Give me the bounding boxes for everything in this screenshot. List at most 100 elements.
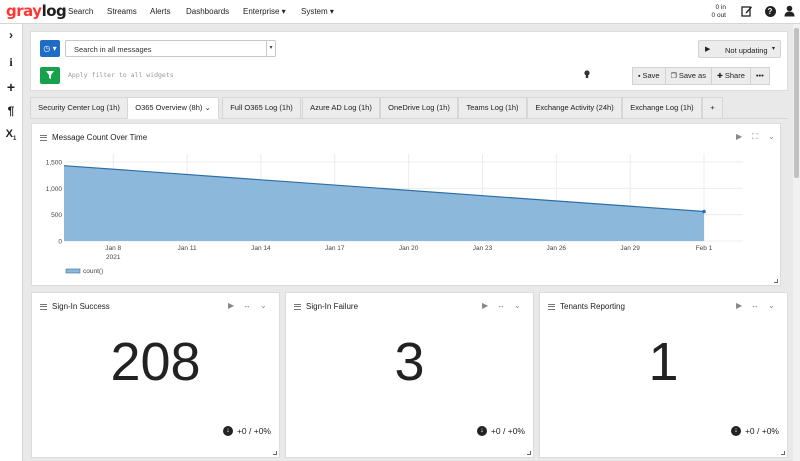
logo-text-gray: gray bbox=[6, 2, 42, 20]
expand-horizontal-icon[interactable]: ↔ bbox=[243, 301, 251, 310]
search-input-text: Search in all messages bbox=[74, 45, 152, 54]
drag-handle-icon[interactable] bbox=[294, 302, 301, 311]
stat-value: 1 bbox=[648, 332, 679, 392]
more-actions-button[interactable]: ••• bbox=[749, 67, 770, 85]
fields-icon[interactable]: X1 bbox=[5, 128, 17, 143]
stat-value: 208 bbox=[110, 332, 201, 392]
left-sidebar: › i + ¶ X1 bbox=[0, 24, 23, 461]
trend-text: +0 / +0% bbox=[236, 426, 271, 436]
chevron-down-icon[interactable]: ⌄ bbox=[768, 132, 775, 141]
tab-o365-overview-label: O365 Overview (8h) bbox=[135, 103, 203, 112]
resize-handle[interactable] bbox=[781, 451, 785, 455]
scrollbar-thumb[interactable] bbox=[794, 28, 799, 178]
focus-expand-icon[interactable]: ⛶ bbox=[752, 132, 758, 141]
x-tick-label: Feb 1 bbox=[696, 245, 713, 252]
nav-search[interactable]: Search bbox=[68, 7, 94, 16]
chevron-down-icon[interactable]: ⌄ bbox=[260, 301, 267, 310]
save-button-group: ▪ Save ❐ Save as ✚ Share ••• bbox=[632, 67, 770, 85]
chevron-down-icon: ▾ bbox=[771, 46, 775, 52]
play-icon[interactable]: ▶ bbox=[228, 301, 235, 310]
resize-handle[interactable] bbox=[774, 279, 778, 283]
edit-notes-icon[interactable] bbox=[740, 5, 754, 19]
legend-swatch bbox=[65, 268, 81, 274]
tab-full-o365-log[interactable]: Full O365 Log (1h) bbox=[222, 97, 301, 119]
nav-enterprise[interactable]: Enterprise ▾ bbox=[243, 7, 286, 16]
chevron-down-icon[interactable]: ⌄ bbox=[768, 301, 775, 310]
save-button[interactable]: ▪ Save bbox=[632, 67, 666, 85]
arrow-down-circle-icon: ↓ bbox=[222, 426, 233, 436]
page-scrollbar[interactable] bbox=[793, 24, 800, 461]
x-tick-label: Jan 8 bbox=[105, 245, 121, 252]
expand-horizontal-icon[interactable]: ↔ bbox=[497, 301, 505, 310]
tab-exchange-activity[interactable]: Exchange Activity (24h) bbox=[527, 97, 622, 119]
x-tick-label: Jan 20 bbox=[399, 245, 419, 252]
message-count-chart[interactable]: 1,500 1,000 500 0 Jan 8 Jan 11 Jan 14 Jan 17 Jan… bbox=[32, 150, 780, 285]
tab-teams-log[interactable]: Teams Log (1h) bbox=[458, 97, 527, 119]
drag-handle-icon[interactable] bbox=[40, 133, 47, 142]
throughput-indicator[interactable]: 0 in 0 out bbox=[704, 4, 726, 20]
share-button[interactable]: ✚ Share bbox=[710, 67, 751, 85]
x-tick-label: Jan 17 bbox=[325, 245, 345, 252]
widget-title-text: Sign-In Failure bbox=[306, 302, 359, 311]
add-widget-icon[interactable]: + bbox=[6, 79, 16, 95]
nav-system[interactable]: System ▾ bbox=[301, 7, 334, 16]
x-tick-label: Jan 11 bbox=[178, 245, 197, 252]
paragraph-icon[interactable]: ¶ bbox=[7, 104, 15, 118]
tab-exchange-log[interactable]: Exchange Log (1h) bbox=[622, 97, 702, 119]
tab-onedrive-log[interactable]: OneDrive Log (1h) bbox=[380, 97, 458, 119]
search-panel: ◷ ▾ Search in all messages ▾ Apply filte… bbox=[30, 31, 788, 91]
add-tab-button[interactable]: + bbox=[702, 97, 723, 119]
search-history-caret-icon[interactable]: ▾ bbox=[266, 41, 275, 56]
y-tick-label: 500 bbox=[51, 212, 62, 219]
dashboard-tabs: Security Center Log (1h) O365 Overview (… bbox=[30, 97, 788, 119]
query-hint-bulb-icon[interactable] bbox=[584, 70, 590, 81]
play-icon[interactable]: ▶ bbox=[736, 132, 743, 141]
info-icon[interactable]: i bbox=[9, 55, 13, 69]
arrow-down-circle-icon: ↓ bbox=[730, 426, 741, 436]
expand-sidebar-icon[interactable]: › bbox=[9, 28, 13, 42]
logo-text-log: log bbox=[41, 2, 67, 20]
filter-funnel-button[interactable] bbox=[40, 67, 60, 84]
widget-title: Message Count Over Time bbox=[40, 133, 147, 142]
copy-icon: ❐ bbox=[670, 73, 677, 80]
x-tick-label: Jan 26 bbox=[547, 245, 567, 252]
trend-indicator: ↓ +0 / +0% bbox=[730, 426, 779, 436]
play-icon[interactable]: ▶ bbox=[736, 301, 743, 310]
tab-o365-overview[interactable]: O365 Overview (8h) ⌄ bbox=[127, 97, 219, 119]
tenants-reporting-widget: Tenants Reporting ▶ ↔ ⌄ 1 ↓ +0 / +0% bbox=[539, 292, 788, 458]
expand-horizontal-icon[interactable]: ↔ bbox=[751, 301, 759, 310]
resize-handle[interactable] bbox=[527, 451, 531, 455]
drag-handle-icon[interactable] bbox=[40, 302, 47, 311]
timerange-clock-button[interactable]: ◷ ▾ bbox=[40, 40, 60, 57]
chevron-down-icon[interactable]: ⌄ bbox=[204, 103, 211, 112]
graylog-logo[interactable]: graylog bbox=[6, 2, 67, 20]
filter-input[interactable]: Apply filter to all widgets bbox=[68, 71, 174, 79]
save-label: Save bbox=[642, 71, 660, 80]
refresh-label: Not updating bbox=[725, 46, 768, 55]
x-tick-label: Jan 29 bbox=[620, 245, 640, 252]
resize-handle[interactable] bbox=[273, 451, 277, 455]
message-count-widget: Message Count Over Time ▶ ⛶ ⌄ 1,500 1,000… bbox=[31, 123, 781, 286]
x-tick-label: Jan 23 bbox=[473, 245, 493, 252]
chevron-down-icon[interactable]: ⌄ bbox=[514, 301, 521, 310]
nav-streams[interactable]: Streams bbox=[107, 7, 137, 16]
search-input[interactable]: Search in all messages ▾ bbox=[65, 40, 276, 57]
x-tick-sublabel: 2021 bbox=[106, 254, 121, 261]
tab-azure-ad-log[interactable]: Azure AD Log (1h) bbox=[302, 97, 380, 119]
refresh-toggle-button[interactable]: ▶ Not updating ▾ bbox=[698, 40, 781, 58]
sign-in-success-widget: Sign-In Success ▶ ↔ ⌄ 208 ↓ +0 / +0% bbox=[31, 292, 280, 458]
user-menu-icon[interactable] bbox=[782, 5, 796, 19]
widget-title-text: Message Count Over Time bbox=[52, 133, 148, 142]
widget-title-text: Tenants Reporting bbox=[560, 302, 625, 311]
tab-security-center-log[interactable]: Security Center Log (1h) bbox=[30, 97, 128, 119]
throughput-out: 0 out bbox=[711, 12, 726, 19]
play-icon[interactable]: ▶ bbox=[482, 301, 489, 310]
help-icon[interactable]: ? bbox=[763, 5, 777, 19]
save-as-label: Save as bbox=[678, 71, 706, 80]
y-tick-label: 0 bbox=[58, 239, 62, 246]
nav-alerts[interactable]: Alerts bbox=[150, 7, 171, 16]
nav-dashboards[interactable]: Dashboards bbox=[186, 7, 230, 16]
series-line-count bbox=[63, 165, 705, 213]
save-as-button[interactable]: ❐ Save as bbox=[664, 67, 712, 85]
drag-handle-icon[interactable] bbox=[548, 302, 555, 311]
